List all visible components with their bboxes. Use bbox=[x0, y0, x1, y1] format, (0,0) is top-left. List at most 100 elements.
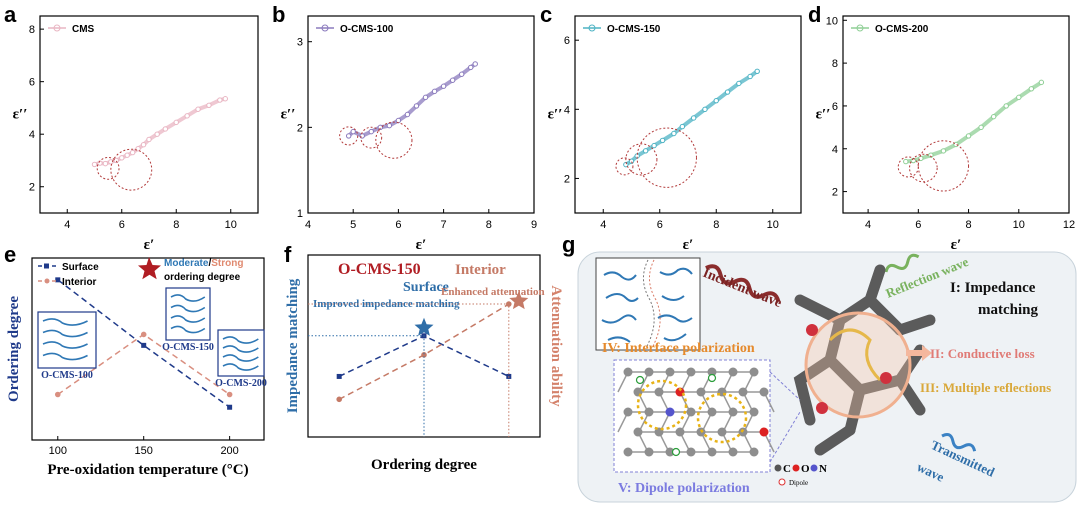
data-point bbox=[702, 106, 708, 113]
x-tick-label: 4 bbox=[865, 219, 871, 231]
lattice-atom bbox=[749, 407, 759, 417]
panel-label-c: c bbox=[540, 2, 552, 27]
fiber-strand bbox=[170, 325, 206, 334]
data-point bbox=[124, 152, 130, 158]
data-point bbox=[140, 331, 147, 338]
plot-c: 4 6 8 10 2 4 6 ε′ ε′′ O-CMS-150 bbox=[548, 15, 802, 253]
reflection-wave-icon bbox=[884, 253, 920, 273]
panel-label-b: b bbox=[272, 2, 285, 27]
data-point bbox=[651, 142, 657, 149]
lattice-atom bbox=[675, 427, 685, 437]
x-tick-label: 9 bbox=[531, 219, 537, 231]
x-axis-label: ε′ bbox=[951, 237, 962, 253]
data-point bbox=[1016, 94, 1022, 101]
data-point bbox=[222, 96, 229, 102]
data-point bbox=[449, 77, 456, 83]
y-tick-label: 2 bbox=[832, 187, 838, 199]
data-point bbox=[395, 117, 402, 124]
inset-label: O-CMS-150 bbox=[162, 342, 214, 353]
data-point bbox=[628, 158, 635, 164]
x-tick-label: 7 bbox=[441, 219, 447, 231]
x-axis-label: ε′ bbox=[416, 237, 427, 253]
x-tick-label: 8 bbox=[173, 219, 179, 231]
data-point bbox=[368, 128, 374, 135]
lattice-atom bbox=[665, 407, 675, 417]
legend-marker bbox=[44, 278, 50, 284]
hotspot-1 bbox=[806, 324, 818, 336]
legend-nitrogen-icon bbox=[810, 464, 818, 472]
legend-marker bbox=[588, 24, 596, 32]
lattice-atom bbox=[623, 367, 633, 377]
lattice-atom bbox=[644, 367, 654, 377]
y-tick-label: 8 bbox=[29, 24, 35, 36]
data-point bbox=[472, 61, 478, 67]
series-line bbox=[903, 80, 1044, 164]
lattice-atom bbox=[633, 427, 643, 437]
zoom-lines bbox=[769, 371, 801, 463]
semicircle-marker bbox=[360, 126, 383, 149]
data-point bbox=[421, 352, 427, 358]
x-axis-label: Pre-oxidation temperature (°C) bbox=[47, 462, 248, 478]
data-point bbox=[690, 115, 697, 121]
x-axis-label: ε′ bbox=[683, 237, 694, 253]
lattice-atom bbox=[728, 447, 738, 457]
legend-marker bbox=[856, 24, 864, 32]
data-point bbox=[140, 142, 147, 148]
y-tick-label: 6 bbox=[832, 101, 838, 113]
interior-star-icon bbox=[509, 291, 529, 310]
data-point bbox=[129, 149, 136, 156]
data-point bbox=[679, 123, 686, 130]
x-tick-label: 6 bbox=[915, 219, 921, 231]
fiber-strand bbox=[170, 294, 206, 302]
fiber-strand bbox=[222, 336, 259, 344]
panel-label-a: a bbox=[4, 2, 17, 27]
x-axis-label: ε′ bbox=[144, 237, 155, 253]
data-point bbox=[918, 155, 924, 162]
data-point bbox=[1003, 103, 1009, 109]
legend-label: CMS bbox=[72, 24, 95, 35]
polar-ring-2 bbox=[696, 392, 748, 444]
guide-line-interior bbox=[308, 303, 510, 437]
lattice-atom bbox=[623, 407, 633, 417]
x-tick-label: 6 bbox=[395, 219, 401, 231]
x-tick-label: 5 bbox=[350, 219, 356, 231]
ordering-legend-title-2: ordering degree bbox=[164, 272, 241, 283]
x-tick-label: 10 bbox=[1013, 219, 1025, 231]
mechanism-schematic: Incident wave Reflection wave Transmitte… bbox=[577, 251, 1077, 503]
fiber-strand bbox=[42, 318, 88, 326]
legend-label: Surface bbox=[62, 262, 99, 273]
semicircle-marker bbox=[110, 148, 153, 191]
f-title-surface: Surface bbox=[403, 280, 449, 295]
y-tick-label: 8 bbox=[832, 58, 838, 70]
data-point bbox=[422, 94, 429, 101]
semicircle-marker bbox=[636, 127, 697, 188]
lattice-atom bbox=[686, 367, 696, 377]
data-point bbox=[227, 404, 233, 410]
x-tick-label: 8 bbox=[486, 219, 492, 231]
data-point bbox=[713, 97, 719, 104]
x-axis-label: Ordering degree bbox=[371, 457, 477, 473]
data-point bbox=[990, 113, 997, 120]
hotspot-2 bbox=[880, 372, 892, 384]
panel-label-d: d bbox=[808, 2, 821, 27]
x-tick-label: 200 bbox=[220, 445, 238, 457]
dipole-icon bbox=[707, 373, 717, 383]
lattice-atom bbox=[759, 387, 769, 397]
data-point bbox=[91, 161, 98, 168]
y-axis-label: ε′′ bbox=[281, 107, 296, 123]
x-tick-label: 10 bbox=[767, 219, 779, 231]
data-point bbox=[119, 155, 125, 161]
mechanism-1-line1: I: Impedance bbox=[950, 280, 1036, 296]
x-tick-label: 12 bbox=[1063, 219, 1075, 231]
fiber-strand bbox=[170, 315, 206, 323]
data-point bbox=[108, 159, 114, 165]
legend-label: O-CMS-200 bbox=[875, 24, 929, 35]
plot-frame-c bbox=[574, 15, 802, 214]
fiber-strand bbox=[170, 304, 206, 313]
plot-a: 4 6 8 10 2 4 6 8 ε′ ε′′ CMS bbox=[13, 15, 259, 253]
data-point bbox=[386, 122, 393, 129]
lattice-atom bbox=[665, 367, 675, 377]
lattice-atom bbox=[696, 387, 706, 397]
plot-b: 4 5 6 7 8 9 1 2 3 ε′ ε′′ O-CMS-100 bbox=[281, 15, 537, 253]
